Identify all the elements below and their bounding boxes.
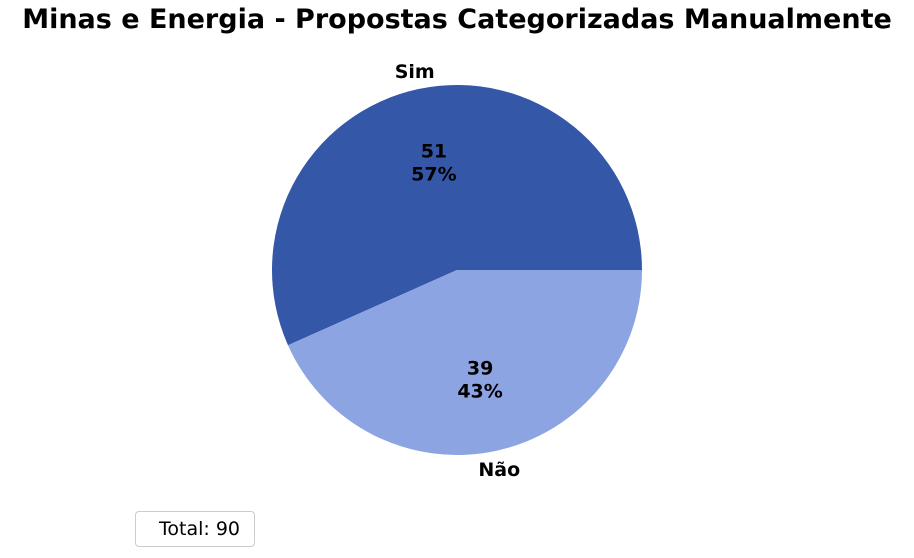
- legend-box: Total: 90: [135, 511, 255, 547]
- chart-title: Minas e Energia - Propostas Categorizada…: [22, 4, 892, 35]
- pie-slice-sim: [272, 85, 642, 346]
- slice-value-label-1: 39: [467, 358, 493, 380]
- slice-value-label-0: 51: [421, 140, 447, 162]
- slice-label-0: Sim: [395, 61, 435, 83]
- pie-slice-no: [287, 270, 642, 456]
- slice-percent-label-0: 57%: [411, 163, 456, 185]
- legend-total-text: Total: 90: [159, 518, 240, 540]
- slice-percent-label-1: 43%: [457, 381, 502, 403]
- slice-label-1: Não: [478, 459, 520, 481]
